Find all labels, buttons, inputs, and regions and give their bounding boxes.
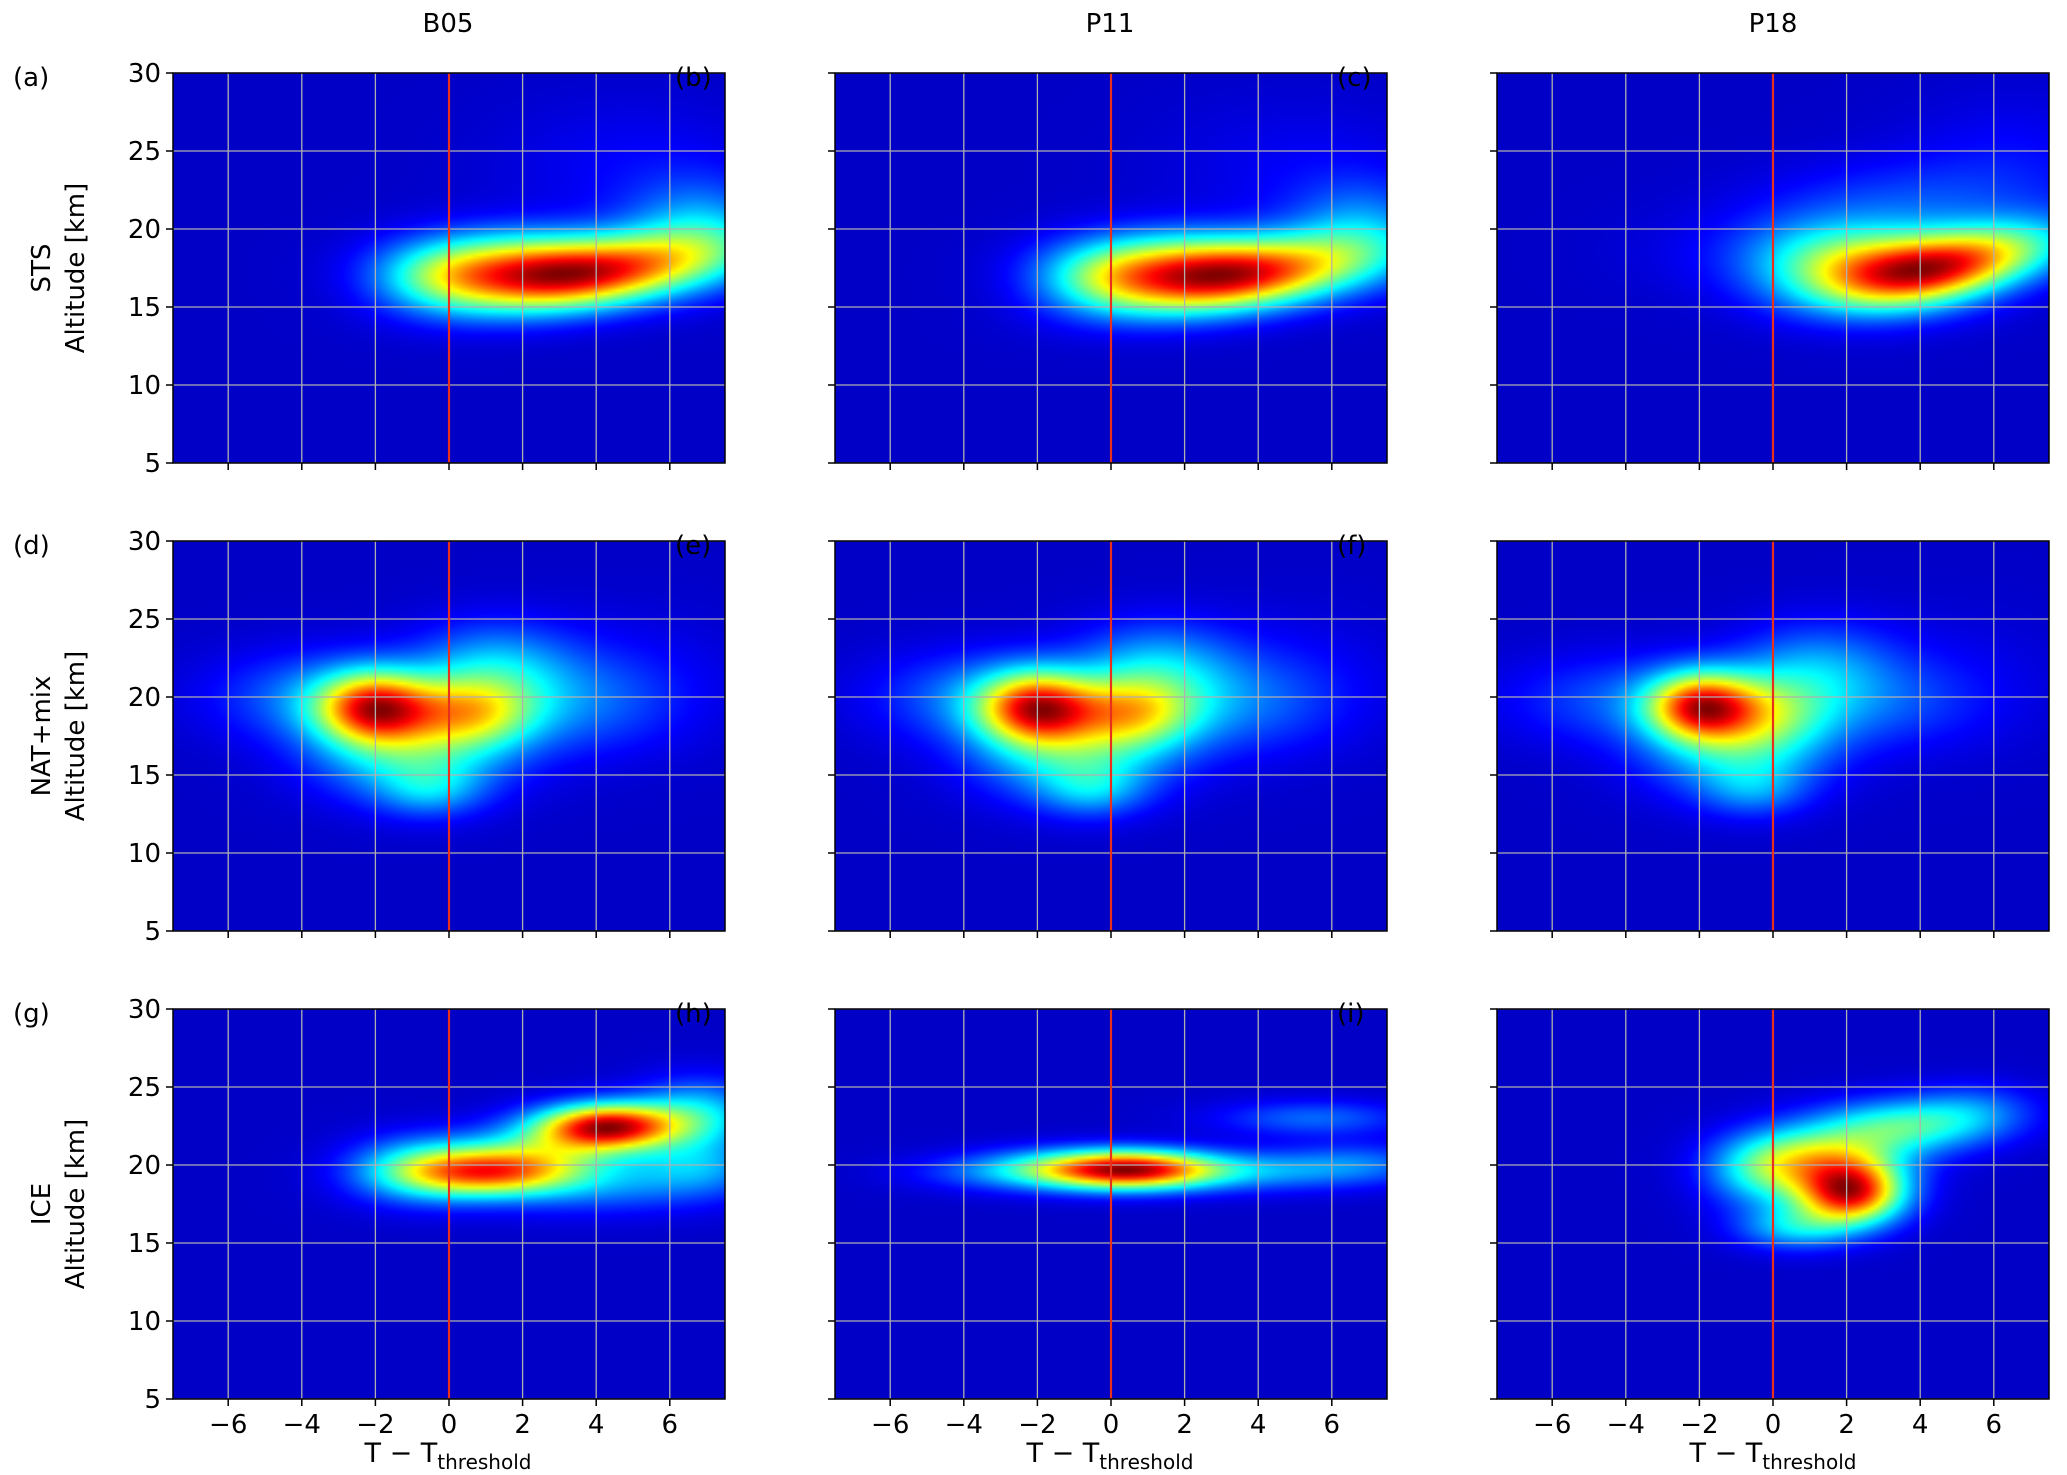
x-tick-label: −4: [945, 1410, 983, 1440]
x-tick-label: 2: [1176, 1410, 1193, 1440]
row-label-ice: ICE: [27, 1183, 57, 1225]
y-tick-label: 25: [128, 1073, 161, 1103]
panel-label: (b): [675, 63, 712, 93]
panel-b: (b): [675, 63, 1388, 470]
xlabel-main: T − T: [364, 1438, 438, 1469]
x-tick-label: 6: [1986, 1410, 2003, 1440]
panel-label: (a): [13, 63, 49, 93]
panel-a: 5 10 15 20 25 30 (a): [13, 59, 726, 479]
x-tick-label: 0: [1765, 1410, 1782, 1440]
x-tick-label: −6: [1533, 1410, 1571, 1440]
row-label-nat-mix: NAT+mix: [27, 676, 57, 797]
x-tick-label: 6: [1324, 1410, 1341, 1440]
y-tick-label: 5: [144, 449, 161, 479]
panel-h: −6 −4 −2 0 2 4 6 (h): [675, 999, 1388, 1440]
x-tick-label: 4: [588, 1410, 605, 1440]
y-tick-label: 10: [128, 1307, 161, 1337]
y-tick-label: 20: [128, 215, 161, 245]
panel-label: (d): [13, 531, 50, 561]
panel-d: 5 10 15 20 25 30 (d): [13, 527, 726, 947]
y-tick-label: 25: [128, 605, 161, 635]
xlabel-col-1: T − Tthreshold: [364, 1438, 532, 1474]
panel-label: (i): [1337, 999, 1365, 1029]
xlabel-main: T − T: [1026, 1438, 1100, 1469]
column-title-p11: P11: [1086, 9, 1135, 39]
y-tick-label: 15: [128, 1229, 161, 1259]
y-tick-label: 15: [128, 761, 161, 791]
column-title-p18: P18: [1749, 9, 1798, 39]
panel-label: (h): [675, 999, 712, 1029]
y-tick-label: 5: [144, 1385, 161, 1415]
x-tick-label: −4: [283, 1410, 321, 1440]
xlabel-subscript: threshold: [1099, 1450, 1193, 1474]
y-tick-label: 20: [128, 683, 161, 713]
row-label-sts: STS: [27, 244, 57, 293]
column-title-b05: B05: [423, 9, 474, 39]
x-tick-label: −4: [1607, 1410, 1645, 1440]
y-tick-label: 25: [128, 137, 161, 167]
x-tick-label: 0: [1103, 1410, 1120, 1440]
y-tick-label: 30: [128, 59, 161, 89]
x-tick-label: −2: [356, 1410, 394, 1440]
x-tick-label: 2: [1838, 1410, 1855, 1440]
xlabel-subscript: threshold: [1762, 1450, 1856, 1474]
panel-label: (g): [13, 999, 50, 1029]
ylabel-row-1: Altitude [km]: [61, 183, 91, 354]
panel-label: (c): [1337, 63, 1372, 93]
ylabel-row-3: Altitude [km]: [61, 1119, 91, 1290]
panel-c: (c): [1337, 63, 2050, 470]
panel-f: (f): [1337, 531, 2050, 938]
y-tick-label: 10: [128, 371, 161, 401]
xlabel-subscript: threshold: [437, 1450, 531, 1474]
xlabel-col-2: T − Tthreshold: [1026, 1438, 1194, 1474]
x-tick-label: 2: [514, 1410, 531, 1440]
y-tick-label: 30: [128, 995, 161, 1025]
x-tick-label: 4: [1912, 1410, 1929, 1440]
ylabel-row-2: Altitude [km]: [61, 651, 91, 822]
x-tick-label: 0: [441, 1410, 458, 1440]
panel-g: 5 10 15 20 25 30 −6 −4 −2 0 2 4 6 (g): [13, 995, 726, 1440]
y-tick-label: 5: [144, 917, 161, 947]
x-tick-label: −6: [871, 1410, 909, 1440]
panel-label: (f): [1337, 531, 1366, 561]
y-tick-label: 15: [128, 293, 161, 323]
panel-i: −6 −4 −2 0 2 4 6 (i): [1337, 999, 2050, 1440]
panel-e: (e): [675, 531, 1388, 938]
xlabel-main: T − T: [1689, 1438, 1763, 1469]
x-tick-label: −6: [209, 1410, 247, 1440]
xlabel-col-3: T − Tthreshold: [1689, 1438, 1857, 1474]
x-tick-label: −2: [1680, 1410, 1718, 1440]
panel-label: (e): [675, 531, 711, 561]
x-tick-label: −2: [1018, 1410, 1056, 1440]
x-tick-label: 6: [662, 1410, 679, 1440]
y-tick-label: 30: [128, 527, 161, 557]
y-tick-label: 10: [128, 839, 161, 869]
y-tick-label: 20: [128, 1151, 161, 1181]
x-tick-label: 4: [1250, 1410, 1267, 1440]
